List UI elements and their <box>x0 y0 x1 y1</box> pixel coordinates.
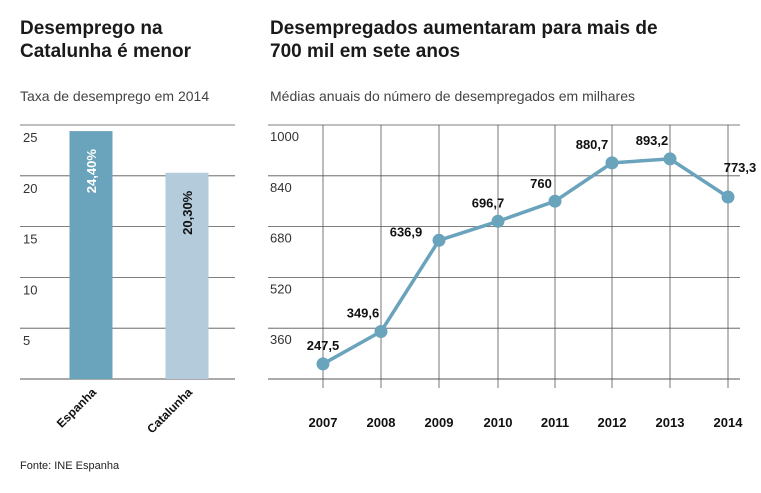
line-point <box>721 190 735 204</box>
source-note: Fonte: INE Espanha <box>20 460 120 472</box>
bar-y-tick-label: 20 <box>23 181 37 196</box>
bar-value-label: 24,40% <box>84 149 99 194</box>
line-point <box>548 194 562 208</box>
line-value-label: 247,5 <box>307 338 340 353</box>
line-y-tick-label: 1000 <box>270 129 299 144</box>
line-point <box>374 325 388 339</box>
line-x-tick-label: 2011 <box>541 415 569 430</box>
line-value-label: 696,7 <box>472 195 505 210</box>
line-y-tick-label: 680 <box>270 231 292 246</box>
line-x-tick-label: 2009 <box>425 415 454 430</box>
line-series <box>322 157 729 366</box>
line-value-label: 760 <box>530 176 552 191</box>
line-x-tick-label: 2013 <box>656 415 685 430</box>
bar-catalunha <box>165 172 209 379</box>
line-value-label: 349,6 <box>347 306 380 321</box>
bar-y-tick-label: 10 <box>23 282 37 297</box>
line-point <box>316 357 330 371</box>
line-y-tick-label: 520 <box>270 281 292 296</box>
line-chart-subtitle: Médias anuais do número de desempregados… <box>270 88 635 104</box>
line-value-label: 893,2 <box>636 133 669 148</box>
bar-y-tick-label: 15 <box>23 232 37 247</box>
line-value-label: 636,9 <box>390 224 423 239</box>
line-point <box>605 156 619 170</box>
line-x-tick-label: 2012 <box>598 415 627 430</box>
line-x-tick-label: 2014 <box>714 415 744 430</box>
bar-y-tick-label: 5 <box>23 333 30 348</box>
bar-value-label: 20,30% <box>180 190 195 235</box>
line-value-label: 773,3 <box>724 160 757 175</box>
line-point <box>663 152 677 166</box>
line-x-tick-label: 2008 <box>367 415 396 430</box>
bar-chart-title: Desemprego na Catalunha é menor <box>20 18 192 62</box>
line-x-tick-label: 2007 <box>309 415 338 430</box>
line-chart-title: Desempregados aumentaram para mais de 70… <box>270 18 658 62</box>
line-value-label: 880,7 <box>576 137 609 152</box>
line-point <box>432 233 446 247</box>
bar-y-tick-label: 25 <box>23 130 37 145</box>
line-y-tick-label: 360 <box>270 332 292 347</box>
line-x-tick-label: 2010 <box>484 415 513 430</box>
line-point <box>491 214 505 228</box>
bar-chart-subtitle: Taxa de desemprego em 2014 <box>20 88 210 104</box>
line-y-tick-label: 840 <box>270 180 292 195</box>
bar-espanha <box>69 131 113 379</box>
